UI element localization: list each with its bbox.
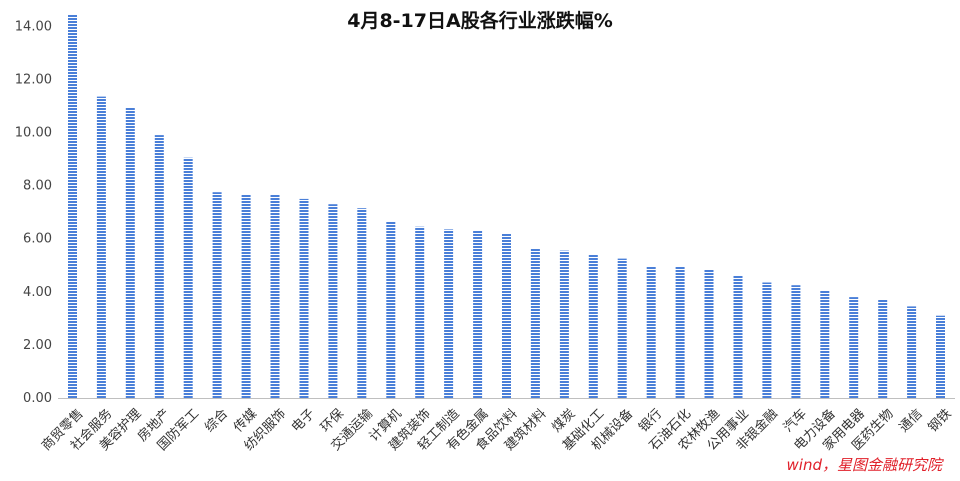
bar	[646, 266, 656, 398]
y-tick-label: 4.00	[23, 285, 52, 300]
bar	[617, 258, 627, 398]
bar	[936, 315, 945, 398]
bar	[328, 204, 338, 398]
category-label: 钢铁	[926, 406, 955, 435]
bar	[530, 248, 540, 398]
bar	[820, 290, 830, 398]
bar	[733, 275, 743, 398]
bar	[473, 230, 483, 398]
bar	[502, 233, 511, 398]
bar	[357, 208, 367, 398]
bar	[849, 297, 859, 398]
bar	[588, 254, 598, 398]
bar	[154, 135, 164, 398]
bars	[68, 14, 945, 399]
category-label: 综合	[202, 406, 231, 435]
bar	[241, 194, 251, 398]
bar	[907, 306, 917, 398]
bar	[762, 282, 772, 398]
y-tick-label: 6.00	[23, 232, 52, 247]
bar	[386, 221, 396, 398]
y-tick-label: 10.00	[15, 125, 52, 140]
bar	[415, 226, 425, 398]
bar	[444, 229, 454, 398]
y-axis: 0.00 2.00 4.00 6.00 8.00 10.00 12.00 14.00	[15, 19, 52, 406]
bar	[68, 14, 77, 399]
bar	[183, 157, 193, 398]
chart-title: 4月8-17日A股各行业涨跌幅%	[347, 10, 613, 32]
y-tick-label: 12.00	[15, 72, 52, 87]
bar	[125, 107, 135, 399]
y-tick-label: 0.00	[23, 391, 52, 406]
bar	[270, 194, 280, 398]
bar	[212, 192, 222, 398]
bar	[559, 250, 569, 398]
y-tick-label: 14.00	[15, 19, 52, 34]
y-tick-label: 2.00	[23, 338, 52, 353]
bar	[96, 96, 106, 398]
bar	[791, 285, 801, 398]
bar	[704, 269, 714, 398]
source-note: wind，星图金融研究院	[786, 456, 942, 474]
bar	[299, 198, 309, 398]
bar	[675, 266, 685, 398]
bar	[878, 299, 888, 398]
category-label: 通信	[897, 406, 926, 435]
y-tick-label: 8.00	[23, 179, 52, 194]
category-label: 电子	[289, 406, 318, 435]
